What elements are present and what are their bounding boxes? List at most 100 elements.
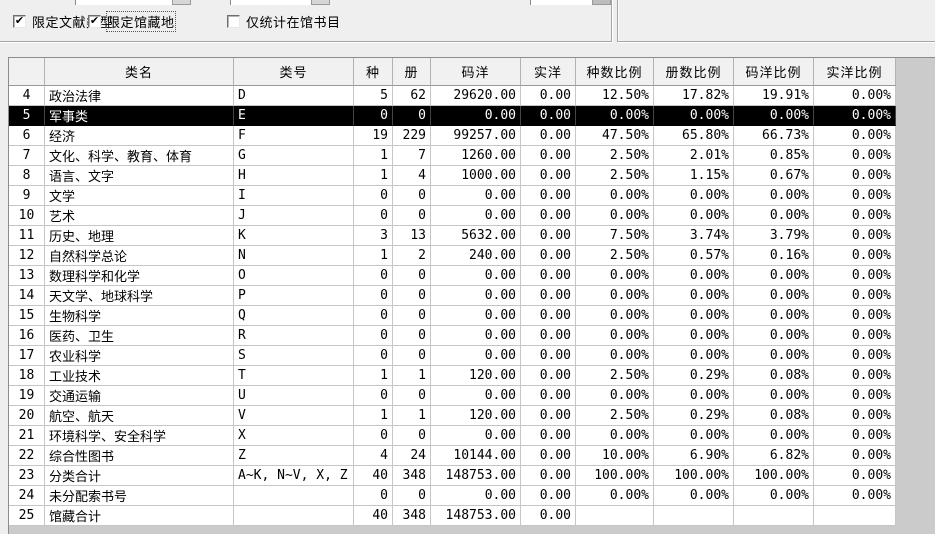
table-cell[interactable]: 工业技术	[45, 366, 234, 386]
table-cell[interactable]: 0.00%	[814, 146, 896, 166]
table-cell[interactable]: 10144.00	[431, 446, 521, 466]
table-cell[interactable]: 0.00	[431, 266, 521, 286]
checkbox-3[interactable]: 仅统计在馆书目	[227, 13, 341, 31]
table-cell[interactable]: 0.00	[521, 106, 576, 126]
table-cell[interactable]: 12.50%	[576, 86, 654, 106]
table-cell[interactable]: 120.00	[431, 366, 521, 386]
table-cell[interactable]: 20	[9, 406, 45, 426]
table-cell[interactable]: 0.00	[431, 346, 521, 366]
table-cell[interactable]: 0	[354, 426, 393, 446]
table-cell[interactable]: 0.00	[431, 306, 521, 326]
table-cell[interactable]: 0.00%	[734, 266, 814, 286]
table-cell[interactable]: 0.08%	[734, 406, 814, 426]
table-cell[interactable]: 0.00%	[814, 166, 896, 186]
table-cell[interactable]: 0.00%	[814, 126, 896, 146]
table-cell[interactable]: 0.00%	[576, 486, 654, 506]
table-cell[interactable]: 0	[393, 426, 431, 446]
table-row[interactable]: 22 综合性图书 Z 4 24 10144.00 0.00 10.00% 6.90% 6.82% 0…	[9, 446, 896, 466]
table-cell[interactable]: 0.00%	[814, 286, 896, 306]
table-cell[interactable]: 交通运输	[45, 386, 234, 406]
table-cell[interactable]: 政治法律	[45, 86, 234, 106]
table-cell[interactable]: 148753.00	[431, 506, 521, 526]
table-cell[interactable]: 0.00%	[654, 386, 734, 406]
table-cell[interactable]: 0.00%	[734, 306, 814, 326]
table-cell[interactable]: G	[234, 146, 354, 166]
table-cell[interactable]: 0	[354, 326, 393, 346]
table-cell[interactable]: 0.29%	[654, 366, 734, 386]
table-cell[interactable]: 0.00	[521, 346, 576, 366]
table-cell[interactable]: 2.50%	[576, 246, 654, 266]
table-cell[interactable]: 生物科学	[45, 306, 234, 326]
table-cell[interactable]: 0.00%	[814, 346, 896, 366]
table-cell[interactable]: 4	[9, 86, 45, 106]
table-cell[interactable]: 0.00%	[576, 346, 654, 366]
location-combo-dropdown-icon[interactable]	[311, 0, 330, 5]
table-cell[interactable]: 6.90%	[654, 446, 734, 466]
table-cell[interactable]: 1	[354, 246, 393, 266]
table-cell[interactable]: 0	[393, 206, 431, 226]
table-cell[interactable]: 0.00	[521, 186, 576, 206]
table-cell[interactable]: 0.00%	[576, 266, 654, 286]
table-cell[interactable]: 2.50%	[576, 406, 654, 426]
table-cell[interactable]: 0.00%	[814, 466, 896, 486]
table-cell[interactable]: 240.00	[431, 246, 521, 266]
table-cell[interactable]: 3.79%	[734, 226, 814, 246]
table-cell[interactable]: 1	[393, 406, 431, 426]
table-cell[interactable]: 10	[9, 206, 45, 226]
table-cell[interactable]: 5632.00	[431, 226, 521, 246]
table-cell[interactable]: 24	[9, 486, 45, 506]
table-cell[interactable]: 航空、航天	[45, 406, 234, 426]
table-cell[interactable]: 24	[393, 446, 431, 466]
table-cell[interactable]: 47.50%	[576, 126, 654, 146]
table-cell[interactable]: 62	[393, 86, 431, 106]
table-cell[interactable]: 0.00%	[814, 486, 896, 506]
table-cell[interactable]: 23	[9, 466, 45, 486]
table-cell[interactable]: 0.00%	[654, 346, 734, 366]
table-cell[interactable]: 6.82%	[734, 446, 814, 466]
table-cell[interactable]: 2.50%	[576, 366, 654, 386]
table-cell[interactable]: 0.00%	[654, 106, 734, 126]
table-cell[interactable]: 0.00%	[734, 326, 814, 346]
table-row[interactable]: 23 分类合计 A~K, N~V, X, Z 40 348 148753.00 0.00 10…	[9, 466, 896, 486]
table-cell[interactable]: 0.00%	[814, 106, 896, 126]
table-cell[interactable]: 环境科学、安全科学	[45, 426, 234, 446]
table-cell[interactable]: 1260.00	[431, 146, 521, 166]
table-cell[interactable]: 0.00%	[654, 426, 734, 446]
table-cell[interactable]: 0.00%	[814, 306, 896, 326]
table-cell[interactable]: 2.50%	[576, 166, 654, 186]
table-cell[interactable]: 21	[9, 426, 45, 446]
table-cell[interactable]: 0.00	[521, 266, 576, 286]
table-cell[interactable]: 1.15%	[654, 166, 734, 186]
table-cell[interactable]: 18	[9, 366, 45, 386]
table-cell[interactable]: 经济	[45, 126, 234, 146]
table-cell[interactable]: 7	[9, 146, 45, 166]
table-cell[interactable]: 0	[354, 386, 393, 406]
table-cell[interactable]: 0.00%	[814, 366, 896, 386]
table-cell[interactable]: 0.00%	[814, 386, 896, 406]
table-cell[interactable]: 17	[9, 346, 45, 366]
table-cell[interactable]: 348	[393, 466, 431, 486]
table-cell[interactable]: 1	[354, 406, 393, 426]
table-cell[interactable]: 1	[354, 366, 393, 386]
table-cell[interactable]: X	[234, 426, 354, 446]
table-row[interactable]: 17 农业科学 S 0 0 0.00 0.00 0.00% 0.00% 0.00% 0.00%	[9, 346, 896, 366]
table-cell[interactable]: 0.00%	[654, 306, 734, 326]
table-cell[interactable]: 0.00	[431, 326, 521, 346]
table-cell[interactable]: 11	[9, 226, 45, 246]
table-cell[interactable]: I	[234, 186, 354, 206]
table-cell[interactable]: 19	[354, 126, 393, 146]
table-cell[interactable]: 229	[393, 126, 431, 146]
table-cell[interactable]: 0.00	[521, 86, 576, 106]
table-cell[interactable]: Q	[234, 306, 354, 326]
table-cell[interactable]: 0.00	[521, 466, 576, 486]
table-cell[interactable]: 0	[354, 106, 393, 126]
table-cell[interactable]: Z	[234, 446, 354, 466]
table-cell[interactable]: 0.00	[521, 146, 576, 166]
table-cell[interactable]: 0	[393, 306, 431, 326]
table-cell[interactable]: 0.00	[521, 246, 576, 266]
table-cell[interactable]	[576, 506, 654, 526]
table-row[interactable]: 25 馆藏合计 40 348 148753.00 0.00	[9, 506, 896, 526]
table-cell[interactable]: 0	[393, 106, 431, 126]
table-cell[interactable]: 未分配索书号	[45, 486, 234, 506]
table-cell[interactable]: 0.00%	[814, 446, 896, 466]
